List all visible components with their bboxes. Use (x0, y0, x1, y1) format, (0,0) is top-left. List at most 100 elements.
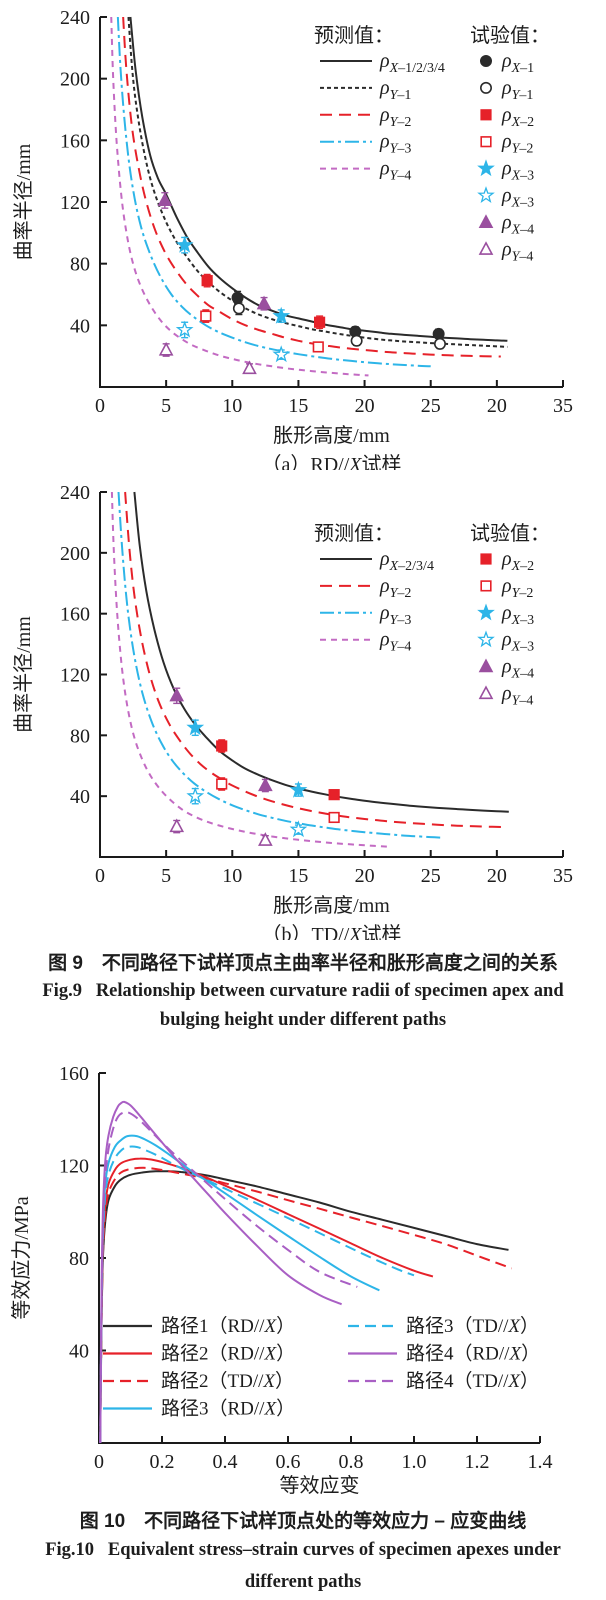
data-marker (200, 310, 212, 322)
axes (99, 492, 563, 858)
legend-entry-label: 路径3（TD//X） (406, 1315, 539, 1337)
fig10-chart: 40 80 120 160 0 0.2 0.4 0.6 0.8 1.0 1.2 1.4 等效应力/MPa… (10, 1063, 553, 1497)
y-tick-label: 120 (60, 192, 90, 214)
y-tick-label: 160 (59, 1063, 89, 1085)
y-tick-label: 40 (70, 786, 90, 808)
y-tick-label: 40 (70, 315, 90, 337)
legend-entry-label: ρX–3 (501, 158, 534, 184)
panel-subtitle: （b）TD//X试样 (262, 923, 402, 940)
x-tick-label: 1.2 (465, 1451, 490, 1473)
legend-entry-label: ρX–2 (501, 548, 534, 574)
predicted-curves (110, 491, 509, 848)
series-Y–2-square (216, 777, 340, 824)
data-marker (432, 327, 445, 340)
data-marker (169, 687, 185, 702)
fig9-panel-a-chart: 40 80 120 160 200 240 0 5 10 15 20 25 20 35 曲率半径/mm 胀形高… (12, 7, 573, 470)
y-tick-label: 80 (70, 254, 90, 276)
y-axis-label: 曲率半径/mm (12, 143, 35, 260)
series-X–2-square (216, 739, 340, 801)
legend-entry-label: ρX–2/3/4 (379, 548, 434, 574)
series-X–2-square (201, 273, 326, 330)
legend-entry-label: ρX–2 (501, 104, 534, 130)
x-tick-label: 5 (161, 395, 171, 417)
x-tick-label: 20 (487, 395, 507, 417)
legend-marker (480, 580, 492, 592)
curve-路径2（TD// (99, 1166, 513, 1444)
legend-entry-label: ρY–3 (379, 602, 411, 628)
fig9-caption-cn: 图 9 不同路径下试样顶点主曲率半径和胀形高度之间的关系 (48, 953, 558, 974)
y-axis-label: 等效应力/MPa (10, 1196, 33, 1319)
legend-predicted-title: 预测值： (314, 24, 394, 47)
legend-entry-label: ρX–4 (501, 656, 534, 682)
x-tick-label: 35 (553, 865, 573, 887)
data-marker (175, 235, 194, 253)
series-X–3-star (175, 320, 291, 363)
legend-entry-label: ρX–3 (501, 602, 534, 628)
x-tick-label: 15 (288, 865, 308, 887)
legend-marker (480, 553, 492, 565)
curve-X–1/2/3/4 (129, 16, 508, 342)
y-tick-label: 160 (60, 130, 90, 152)
data-marker (289, 780, 308, 798)
curve-Y–4 (110, 16, 369, 377)
data-marker (201, 275, 213, 287)
legend: 预测值： 试验值：ρX–2/3/4ρY–2ρY–3ρY–4ρX–2ρY–2ρX–3… (314, 522, 550, 709)
x-axis-label: 胀形高度/mm (273, 424, 390, 447)
panel-subtitle: （a）RD//X试样 (262, 453, 402, 470)
legend-entry-label: 路径2（TD//X） (161, 1370, 294, 1392)
legend-entry-label: ρY–2 (501, 131, 533, 157)
fig10-caption-cn: 图 10 不同路径下试样顶点处的等效应力 – 应变曲线 (79, 1511, 527, 1532)
x-tick-label: 0.2 (150, 1451, 175, 1473)
legend-entry-label: ρY–4 (501, 683, 533, 709)
data-marker (258, 777, 273, 792)
legend-entry-label: ρY–2 (501, 575, 533, 601)
data-marker (157, 192, 173, 207)
curve-Y–3 (116, 16, 431, 368)
curve-Y–2 (122, 16, 501, 358)
legend-marker (480, 136, 492, 148)
data-marker (328, 811, 340, 824)
experimental-points (157, 192, 446, 375)
legend: 路径1（RD//X） 路径2（RD//X） 路径2（TD//X） 路径3（RD//X）… (103, 1315, 540, 1420)
legend-marker (477, 603, 495, 621)
series-X–3-star (186, 718, 308, 798)
curve-Y–1 (127, 16, 508, 348)
series-Y–1-circle (232, 301, 446, 350)
fig10-caption-en-line1: Fig.10 Equivalent stress–strain curves o… (45, 1540, 561, 1560)
legend-entry-label: 路径4（RD//X） (406, 1343, 540, 1365)
x-axis-label: 等效应变 (280, 1474, 360, 1497)
legend-entry-label: ρY–1 (501, 77, 533, 103)
stress-strain-curves (99, 1100, 513, 1444)
x-tick-label: 0 (94, 1451, 104, 1473)
legend-marker (480, 109, 492, 121)
legend-entry-label: ρY–3 (379, 131, 411, 157)
legend-entry-label: 路径2（RD//X） (161, 1343, 295, 1365)
curve-路径4（TD// (99, 1111, 358, 1444)
y-tick-label: 200 (60, 69, 90, 91)
x-tick-label: 25 (421, 395, 441, 417)
legend-marker (477, 630, 495, 648)
legend-marker (479, 81, 492, 94)
legend-entry-label: 路径4（TD//X） (406, 1370, 539, 1392)
y-tick-label: 120 (59, 1156, 89, 1178)
legend-entry-label: 路径3（RD//X） (161, 1398, 295, 1420)
data-marker (232, 302, 245, 315)
predicted-curves (110, 16, 508, 377)
legend-marker (478, 685, 494, 700)
legend-marker (478, 658, 494, 673)
curve-Y–3 (117, 491, 443, 839)
legend-entry-label: ρY–4 (501, 238, 533, 264)
legend: 预测值： 试验值：ρX–1/2/3/4ρY–1ρY–2ρY–3ρY–4ρX–1ρY… (314, 24, 550, 264)
data-marker (231, 291, 244, 304)
x-tick-label: 0.6 (276, 1451, 301, 1473)
data-marker (312, 341, 324, 353)
legend-marker (477, 186, 495, 204)
data-marker (169, 818, 185, 833)
fig9-caption-en-line2: bulging height under different paths (159, 1010, 447, 1030)
x-tick-label: 10 (222, 395, 242, 417)
x-tick-label: 10 (222, 865, 242, 887)
legend-entry-label: ρX–3 (501, 629, 534, 655)
x-tick-label: 20 (355, 865, 375, 887)
legend-entry-label: ρY–4 (379, 158, 411, 184)
